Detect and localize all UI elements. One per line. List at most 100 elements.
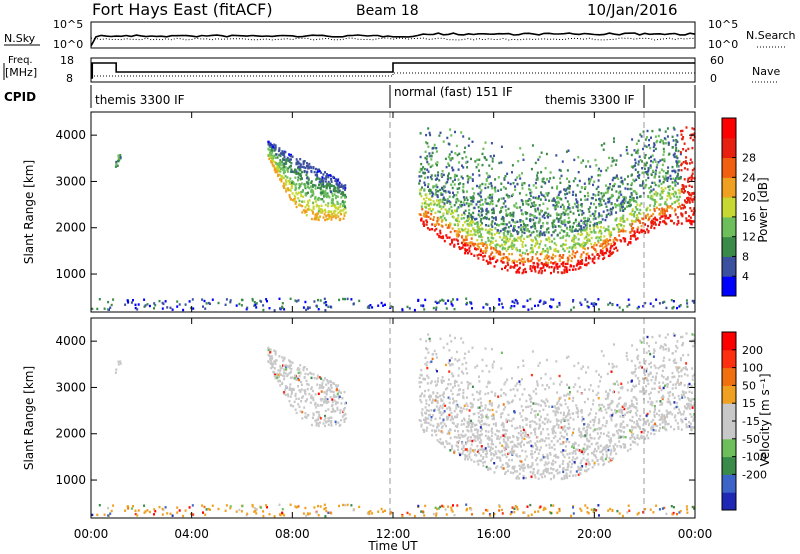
power-cell [481,163,484,167]
velocity-cell [494,450,497,453]
velocity-cell [623,430,625,434]
velocity-cell [427,417,430,420]
velocity-cell [600,375,603,379]
power-cell [562,264,565,268]
power-cell [540,193,543,196]
velocity-cell [546,384,549,387]
power-cell [612,240,615,244]
power-cell [265,298,268,301]
power-cell [474,242,476,246]
velocity-cell [452,417,454,421]
velocity-cell [686,397,689,400]
power-cell [693,167,696,170]
velocity-cell [636,434,639,437]
velocity-cell [491,431,494,434]
power-cell [569,225,572,229]
power-cell [470,237,473,240]
power-cell [611,178,614,182]
power-cell [320,184,323,187]
velocity-cell [652,423,655,427]
power-cell [267,147,270,151]
power-cell [269,145,271,148]
power-cell [477,242,480,246]
velocity-cell [492,413,495,416]
power-cell [534,270,537,273]
power-cell [288,180,291,183]
power-cell [423,172,426,175]
power-cell [305,165,308,168]
power-cell [316,168,319,171]
power-cell [593,180,596,183]
power-cell [421,202,424,205]
power-cell [578,262,581,266]
power-cell [281,166,284,169]
power-cell [341,192,344,195]
velocity-cell [586,439,589,442]
velocity-cell [633,405,636,409]
power-cell [544,244,547,247]
velocity-cell [480,439,483,442]
power-data-layer [91,126,696,312]
power-cell [622,230,625,233]
power-cell [494,239,497,243]
power-cell [494,222,496,225]
power-cell [616,199,619,202]
power-cell [424,202,426,205]
power-cell [688,176,691,180]
power-cell [440,174,443,177]
power-cell [648,217,650,221]
power-cell [324,218,327,222]
power-cell [618,306,621,309]
velocity-cell [325,401,328,405]
power-cell [626,187,629,191]
power-cell [465,303,468,306]
velocity-cell [631,415,634,419]
power-cell [503,177,506,180]
noise-left-tick-top: 10^5 [53,18,83,31]
power-cell [426,176,429,179]
power-cell [444,208,447,211]
velocity-cell [322,379,325,382]
velocity-cell [477,398,480,402]
power-cell [509,245,512,248]
power-cell [425,219,428,222]
velocity-cell [568,440,571,444]
velocity-cell [331,407,334,411]
power-cell [649,197,652,200]
power-cell [652,149,655,152]
power-cell [537,158,540,161]
velocity-cell [280,366,283,370]
power-cell [572,250,575,253]
velocity-cell [480,417,483,420]
velocity-cell [565,433,568,436]
power-cell [453,175,456,179]
power-cell [539,232,541,235]
power-cell [284,187,287,191]
power-cell [339,205,342,208]
power-cell [601,218,604,221]
velocity-cell [597,447,600,450]
power-cell [634,158,637,161]
power-cell [588,239,591,242]
power-cell [301,165,304,169]
velocity-cell [579,461,582,465]
velocity-cell [585,371,587,374]
power-cell [480,218,483,221]
power-cell [653,204,656,208]
power-cell [489,193,492,197]
power-cell [438,134,441,137]
power-cell [558,265,561,268]
power-cell [117,154,120,157]
velocity-cell [448,442,451,445]
velocity-cell [440,399,443,402]
power-cell [600,250,603,253]
power-cell [689,221,692,224]
power-cell [676,177,679,180]
power-cell [499,245,502,248]
power-cell [601,197,604,201]
power-cell [504,247,507,250]
power-cell [439,216,442,219]
power-cell [644,153,647,157]
power-cell [683,142,686,145]
power-cell [323,213,326,216]
